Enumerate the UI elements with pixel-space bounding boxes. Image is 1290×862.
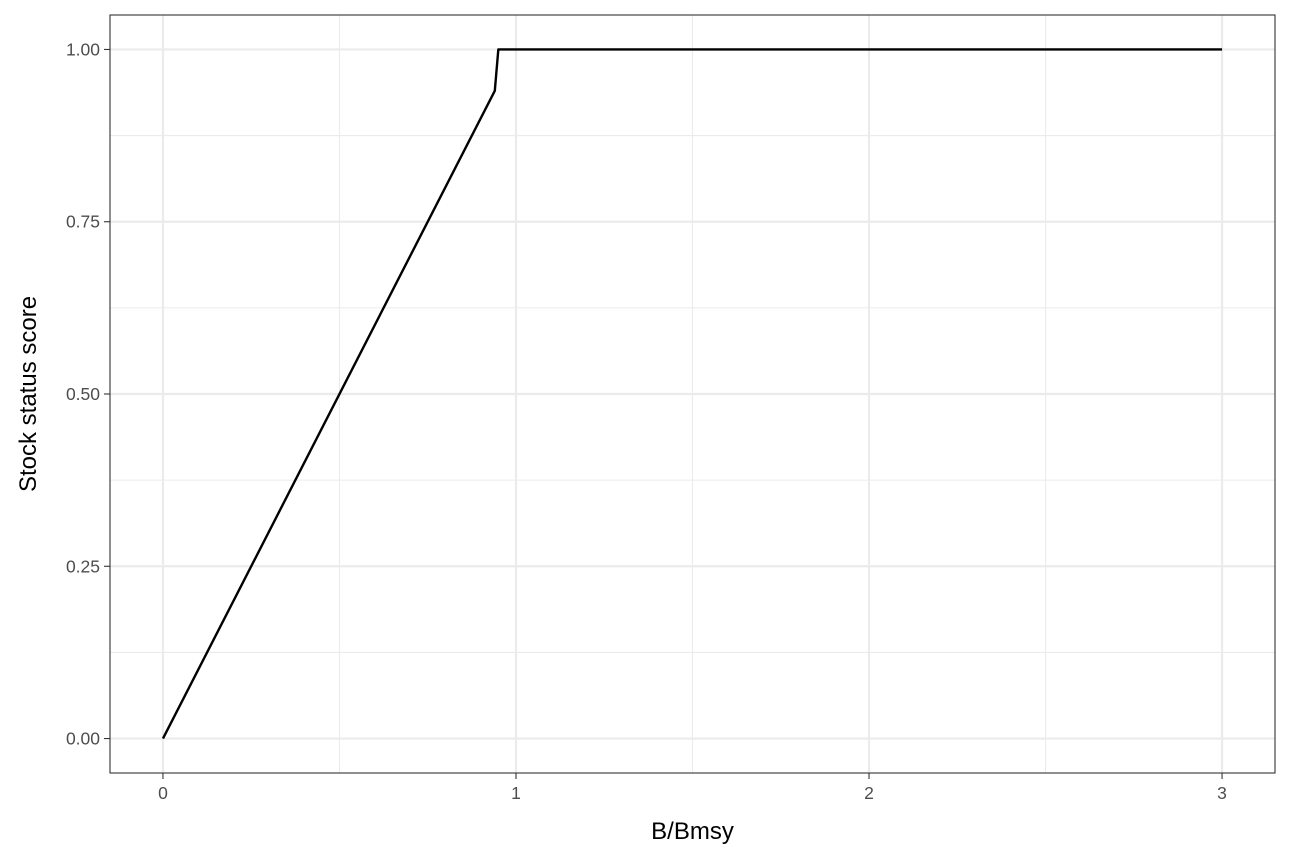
- y-axis: 0.00 0.25 0.50 0.75 1.00: [66, 39, 110, 749]
- x-tick-label: 2: [864, 783, 874, 803]
- x-tick-label: 1: [511, 783, 521, 803]
- x-tick-label: 0: [158, 783, 168, 803]
- x-axis: 0 1 2 3: [158, 773, 1227, 803]
- series-line-0: [161, 48, 1223, 740]
- y-tick-label: 0.25: [66, 556, 100, 576]
- y-tick-label: 0.00: [66, 729, 100, 749]
- y-tick-label: 0.50: [66, 384, 100, 404]
- y-tick-label: 0.75: [66, 212, 100, 232]
- y-axis-title: Stock status score: [15, 296, 42, 492]
- data-series: [161, 48, 1223, 740]
- major-gridlines: [110, 15, 1275, 773]
- x-axis-title: B/Bmsy: [651, 818, 734, 845]
- x-tick-label: 3: [1217, 783, 1227, 803]
- y-tick-label: 1.00: [66, 39, 100, 59]
